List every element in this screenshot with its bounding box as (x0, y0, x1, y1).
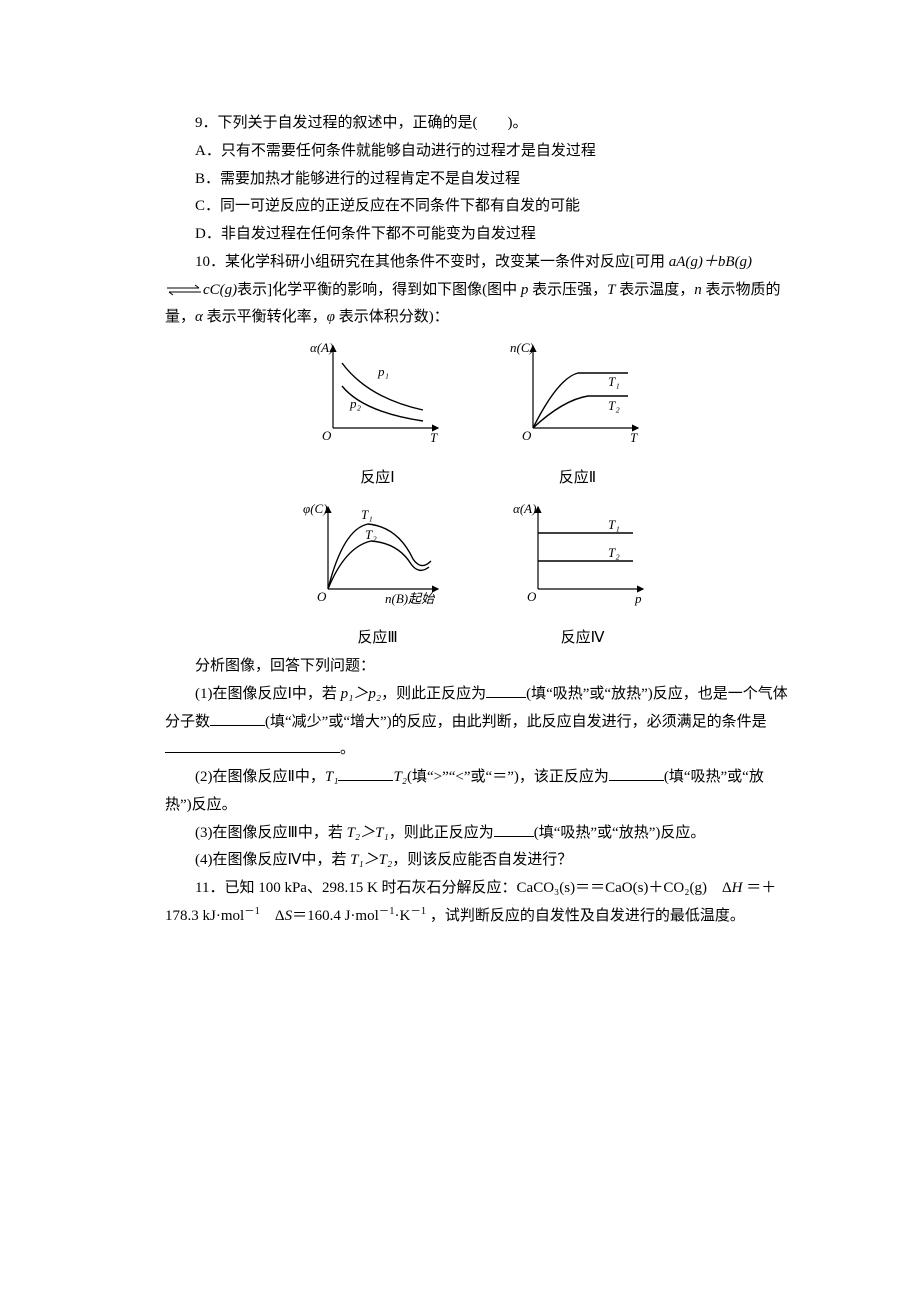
fig4-ylabel: α(A) (513, 501, 536, 516)
q9-option-d: D．非自发过程在任何条件下都不可能变为自发过程 (165, 221, 790, 249)
q10-sub1-end: 。 (340, 741, 355, 757)
equilibrium-arrow-icon (165, 283, 203, 297)
fig1-origin: O (322, 428, 332, 443)
q10-sub1-hint2: (填“减少”或“增大”)的反应，由此判断，此反应自发进行，必须满足的条件是 (265, 714, 767, 730)
figure-4: α(A) p O T₁ T₂ 反应Ⅳ (513, 499, 653, 654)
q9-option-b: B．需要加热才能够进行的过程肯定不是自发过程 (165, 166, 790, 194)
q11-c: Δ (260, 908, 285, 924)
q10-sub1-b: ，则此正反应为 (381, 686, 486, 702)
q10-sym-n: n (694, 282, 702, 298)
q10-sub2: (2)在图像反应Ⅱ中，T₁T₂(填“>”“<”或“＝”)，该正反应为(填“吸热”… (165, 764, 790, 820)
q10-sub3-tgt: T₂＞T₁ (347, 825, 389, 841)
q10-sym-phi: φ (327, 309, 335, 325)
fig3-label-t1: T₁ (361, 507, 373, 522)
blank-input[interactable] (338, 767, 393, 782)
q10-stem-part2f: 表示体积分数)： (335, 309, 449, 325)
q11-H: H (732, 880, 743, 896)
q11-exp3: －1 (410, 906, 426, 917)
q10-stem-part2b: 表示压强， (528, 282, 607, 298)
q11-f: ，试判断反应的自发性及自发进行的最低温度。 (426, 908, 745, 924)
q11-d: ＝160.4 J·mol (292, 908, 379, 924)
q10-stem-line2: cC(g)表示]化学平衡的影响，得到如下图像(图中 p 表示压强，T 表示温度，… (165, 277, 790, 333)
fig4-label-t2: T₂ (608, 545, 620, 560)
fig2-label-t1: T₁ (608, 374, 620, 389)
blank-input[interactable] (165, 739, 340, 754)
figure-3: φ(C) n(B)起始 O T₁ T₂ 反应Ⅲ (303, 499, 453, 654)
q10-eq-lhs: aA(g)＋bB(g) (669, 254, 752, 270)
q10-sub1-a: (1)在图像反应Ⅰ中，若 (195, 686, 341, 702)
chart-reaction-1: α(A) T O p₁ p₂ (308, 338, 448, 448)
fig1-ylabel: α(A) (310, 340, 333, 355)
blank-input[interactable] (486, 683, 526, 698)
chart-reaction-3: φ(C) n(B)起始 O T₁ T₂ (303, 499, 453, 609)
q10-sub4-tgt: T₁＞T₂ (350, 852, 392, 868)
fig3-label-t2: T₂ (365, 527, 377, 542)
q10-sub3-a: (3)在图像反应Ⅲ中，若 (195, 825, 347, 841)
q11: 11．已知 100 kPa、298.15 K 时石灰石分解反应：CaCO₃(s)… (165, 875, 790, 931)
q10-stem: 10．某化学科研小组研究在其他条件不变时，改变某一条件对反应[可用 aA(g)＋… (165, 249, 790, 277)
fig2-origin: O (522, 428, 532, 443)
fig4-origin: O (527, 589, 537, 604)
fig1-caption: 反应Ⅰ (308, 465, 448, 493)
fig3-caption: 反应Ⅲ (303, 625, 453, 653)
q10-sub3: (3)在图像反应Ⅲ中，若 T₂＞T₁，则此正反应为 (填“吸热”或“放热”)反应。 (165, 820, 790, 848)
figure-1: α(A) T O p₁ p₂ 反应Ⅰ (308, 338, 448, 493)
fig2-label-t2: T₂ (608, 398, 620, 413)
q11-a: 11．已知 100 kPa、298.15 K 时石灰石分解反应：CaCO₃(s)… (195, 880, 732, 896)
q9-option-a: A．只有不需要任何条件就能够自动进行的过程才是自发过程 (165, 138, 790, 166)
fig3-ylabel: φ(C) (303, 501, 328, 516)
q9-option-c: C．同一可逆反应的正逆反应在不同条件下都有自发的可能 (165, 193, 790, 221)
q10-sub3-b: ，则此正反应为 (389, 825, 494, 841)
q10-sub4-b: ，则该反应能否自发进行？ (392, 852, 572, 868)
chart-reaction-2: n(C) T O T₁ T₂ (508, 338, 648, 448)
fig1-xlabel: T (430, 430, 438, 445)
blank-input[interactable] (494, 822, 534, 837)
q10-sym-alpha: α (195, 309, 203, 325)
q11-e: ·K (395, 908, 411, 924)
q9-stem: 9．下列关于自发过程的叙述中，正确的是( )。 (165, 110, 790, 138)
q11-exp1: －1 (244, 906, 260, 917)
q10-stem-part1: 10．某化学科研小组研究在其他条件不变时，改变某一条件对反应[可用 (195, 254, 669, 270)
q10-sub4: (4)在图像反应Ⅳ中，若 T₁＞T₂，则该反应能否自发进行？ (165, 847, 790, 875)
q10-sub2-hint: (填“>”“<”或“＝”)，该正反应为 (407, 769, 609, 785)
q11-S: S (285, 908, 293, 924)
q11-exp2: －1 (379, 906, 395, 917)
figure-row-1: α(A) T O p₁ p₂ 反应Ⅰ n(C) T O T (165, 338, 790, 493)
q10-stem-part2: 表示]化学平衡的影响，得到如下图像(图中 (237, 282, 521, 298)
figure-2: n(C) T O T₁ T₂ 反应Ⅱ (508, 338, 648, 493)
q10-sub1-pgt: p₁＞p₂ (341, 686, 381, 702)
figure-row-2: φ(C) n(B)起始 O T₁ T₂ 反应Ⅲ α(A) p O (165, 499, 790, 654)
fig1-label-p1: p₁ (377, 364, 389, 379)
blank-input[interactable] (609, 767, 664, 782)
q10-sub4-a: (4)在图像反应Ⅳ中，若 (195, 852, 350, 868)
fig3-origin: O (317, 589, 327, 604)
fig1-label-p2: p₂ (349, 396, 362, 411)
q10-sub2-t1: T₁ (325, 769, 339, 785)
chart-reaction-4: α(A) p O T₁ T₂ (513, 499, 653, 609)
q10-sub3-hint: (填“吸热”或“放热”)反应。 (534, 825, 706, 841)
q10-sub2-a: (2)在图像反应Ⅱ中， (195, 769, 325, 785)
fig2-caption: 反应Ⅱ (508, 465, 648, 493)
q10-sub2-t2: T₂ (393, 769, 407, 785)
fig2-ylabel: n(C) (510, 340, 534, 355)
q10-sym-T: T (607, 282, 615, 298)
q10-sub1: (1)在图像反应Ⅰ中，若 p₁＞p₂，则此正反应为(填“吸热”或“放热”)反应，… (165, 681, 790, 764)
q10-analyze: 分析图像，回答下列问题： (165, 653, 790, 681)
q10-stem-part2e: 表示平衡转化率， (203, 309, 327, 325)
fig4-xlabel: p (634, 591, 642, 606)
fig4-label-t1: T₁ (608, 517, 620, 532)
q10-stem-part2c: 表示温度， (616, 282, 695, 298)
fig3-xlabel: n(B)起始 (385, 591, 435, 606)
fig4-caption: 反应Ⅳ (513, 625, 653, 653)
fig2-xlabel: T (630, 430, 638, 445)
blank-input[interactable] (210, 711, 265, 726)
q10-eq-rhs: cC(g) (203, 282, 237, 298)
